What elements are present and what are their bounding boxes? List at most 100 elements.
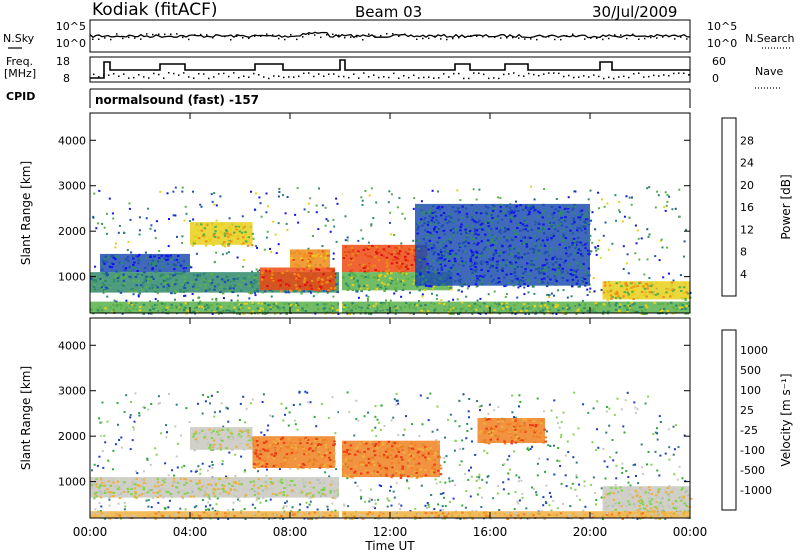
- scatter-cell: [557, 507, 559, 509]
- echo-cell: [263, 442, 266, 444]
- echo-cell: [240, 304, 243, 306]
- echo-cell: [422, 275, 425, 277]
- scatter-cell: [390, 486, 392, 488]
- scatter-cell: [371, 499, 373, 501]
- scatter-cell: [481, 405, 483, 407]
- echo-cell: [580, 250, 583, 252]
- scatter-cell: [621, 408, 623, 410]
- echo-cell: [440, 214, 443, 216]
- scatter-cell: [112, 450, 114, 452]
- scatter-cell: [596, 254, 598, 256]
- echo-cell: [326, 253, 329, 255]
- scatter-cell: [662, 246, 664, 248]
- echo-cell: [447, 269, 450, 271]
- echo-cell: [279, 450, 282, 452]
- echo-cell: [523, 303, 526, 305]
- echo-cell: [348, 274, 351, 276]
- echo-cell: [490, 251, 493, 253]
- echo-cell: [433, 303, 436, 305]
- echo-cell: [326, 467, 329, 469]
- echo-cell: [479, 284, 482, 286]
- nave-point: [363, 72, 365, 74]
- echo-cell: [183, 309, 186, 311]
- echo-cell: [444, 258, 447, 260]
- echo-cell: [329, 268, 332, 270]
- echo-cell: [649, 282, 652, 284]
- echo-cell: [416, 268, 419, 270]
- echo-cell: [199, 491, 202, 493]
- echo-cell: [314, 255, 317, 257]
- scatter-cell: [465, 437, 467, 439]
- scatter-cell: [128, 241, 130, 243]
- scatter-cell: [467, 479, 469, 481]
- echo-cell: [190, 496, 193, 498]
- scatter-cell: [685, 229, 687, 231]
- echo-cell: [476, 229, 479, 231]
- scatter-cell: [374, 427, 376, 429]
- scatter-cell: [327, 220, 329, 222]
- nave-point: [213, 76, 215, 78]
- scatter-cell: [102, 450, 104, 452]
- echo-cell: [566, 280, 569, 282]
- echo-cell: [273, 455, 276, 457]
- echo-cell: [379, 285, 382, 287]
- echo-cell: [312, 268, 315, 270]
- nsearch-point: [626, 38, 628, 40]
- echo-cell: [183, 271, 186, 273]
- nave-point: [508, 73, 510, 75]
- scatter-cell: [309, 197, 311, 199]
- scatter-cell: [360, 229, 362, 231]
- echo-cell: [129, 290, 132, 292]
- echo-cell: [574, 206, 577, 208]
- scatter-cell: [130, 448, 132, 450]
- echo-cell: [528, 207, 531, 209]
- nsearch-point: [98, 39, 100, 41]
- echo-cell: [407, 268, 410, 270]
- echo-cell: [387, 284, 390, 286]
- scatter-cell: [286, 505, 288, 507]
- scatter-cell: [252, 504, 254, 506]
- echo-cell: [388, 252, 391, 254]
- echo-cell: [134, 491, 137, 493]
- echo-cell: [402, 466, 405, 468]
- echo-cell: [232, 235, 235, 237]
- echo-cell: [196, 483, 199, 485]
- echo-cell: [420, 469, 423, 471]
- echo-cell: [507, 228, 510, 230]
- echo-cell: [137, 273, 140, 275]
- echo-cell: [259, 464, 262, 466]
- scatter-cell: [239, 419, 241, 421]
- echo-cell: [461, 206, 464, 208]
- echo-cell: [144, 279, 147, 281]
- echo-cell: [423, 453, 426, 455]
- echo-cell: [204, 436, 207, 438]
- scatter-cell: [375, 503, 377, 505]
- echo-cell: [662, 296, 665, 298]
- freq-tick-top: 18: [56, 55, 70, 68]
- echo-cell: [557, 304, 560, 306]
- nsearch-point: [458, 37, 460, 39]
- echo-cell: [473, 243, 476, 245]
- echo-cell: [232, 438, 235, 440]
- echo-cell: [438, 456, 441, 458]
- nave-point: [528, 73, 530, 75]
- echo-cell: [214, 495, 217, 497]
- echo-cell: [466, 231, 469, 233]
- echo-cell: [262, 448, 265, 450]
- echo-cell: [115, 305, 118, 307]
- scatter-cell: [184, 295, 186, 297]
- echo-cell: [475, 256, 478, 258]
- scatter-cell: [589, 291, 591, 293]
- scatter-cell: [347, 391, 349, 393]
- echo-cell: [429, 215, 432, 217]
- echo-cell: [513, 285, 516, 287]
- scatter-cell: [619, 211, 621, 213]
- echo-cell: [464, 229, 467, 231]
- echo-cell: [360, 290, 363, 292]
- echo-cell: [143, 482, 146, 484]
- echo-cell: [323, 308, 326, 310]
- echo-cell: [248, 236, 251, 238]
- echo-cell: [320, 444, 323, 446]
- echo-cell: [386, 266, 389, 268]
- echo-cell: [160, 259, 163, 261]
